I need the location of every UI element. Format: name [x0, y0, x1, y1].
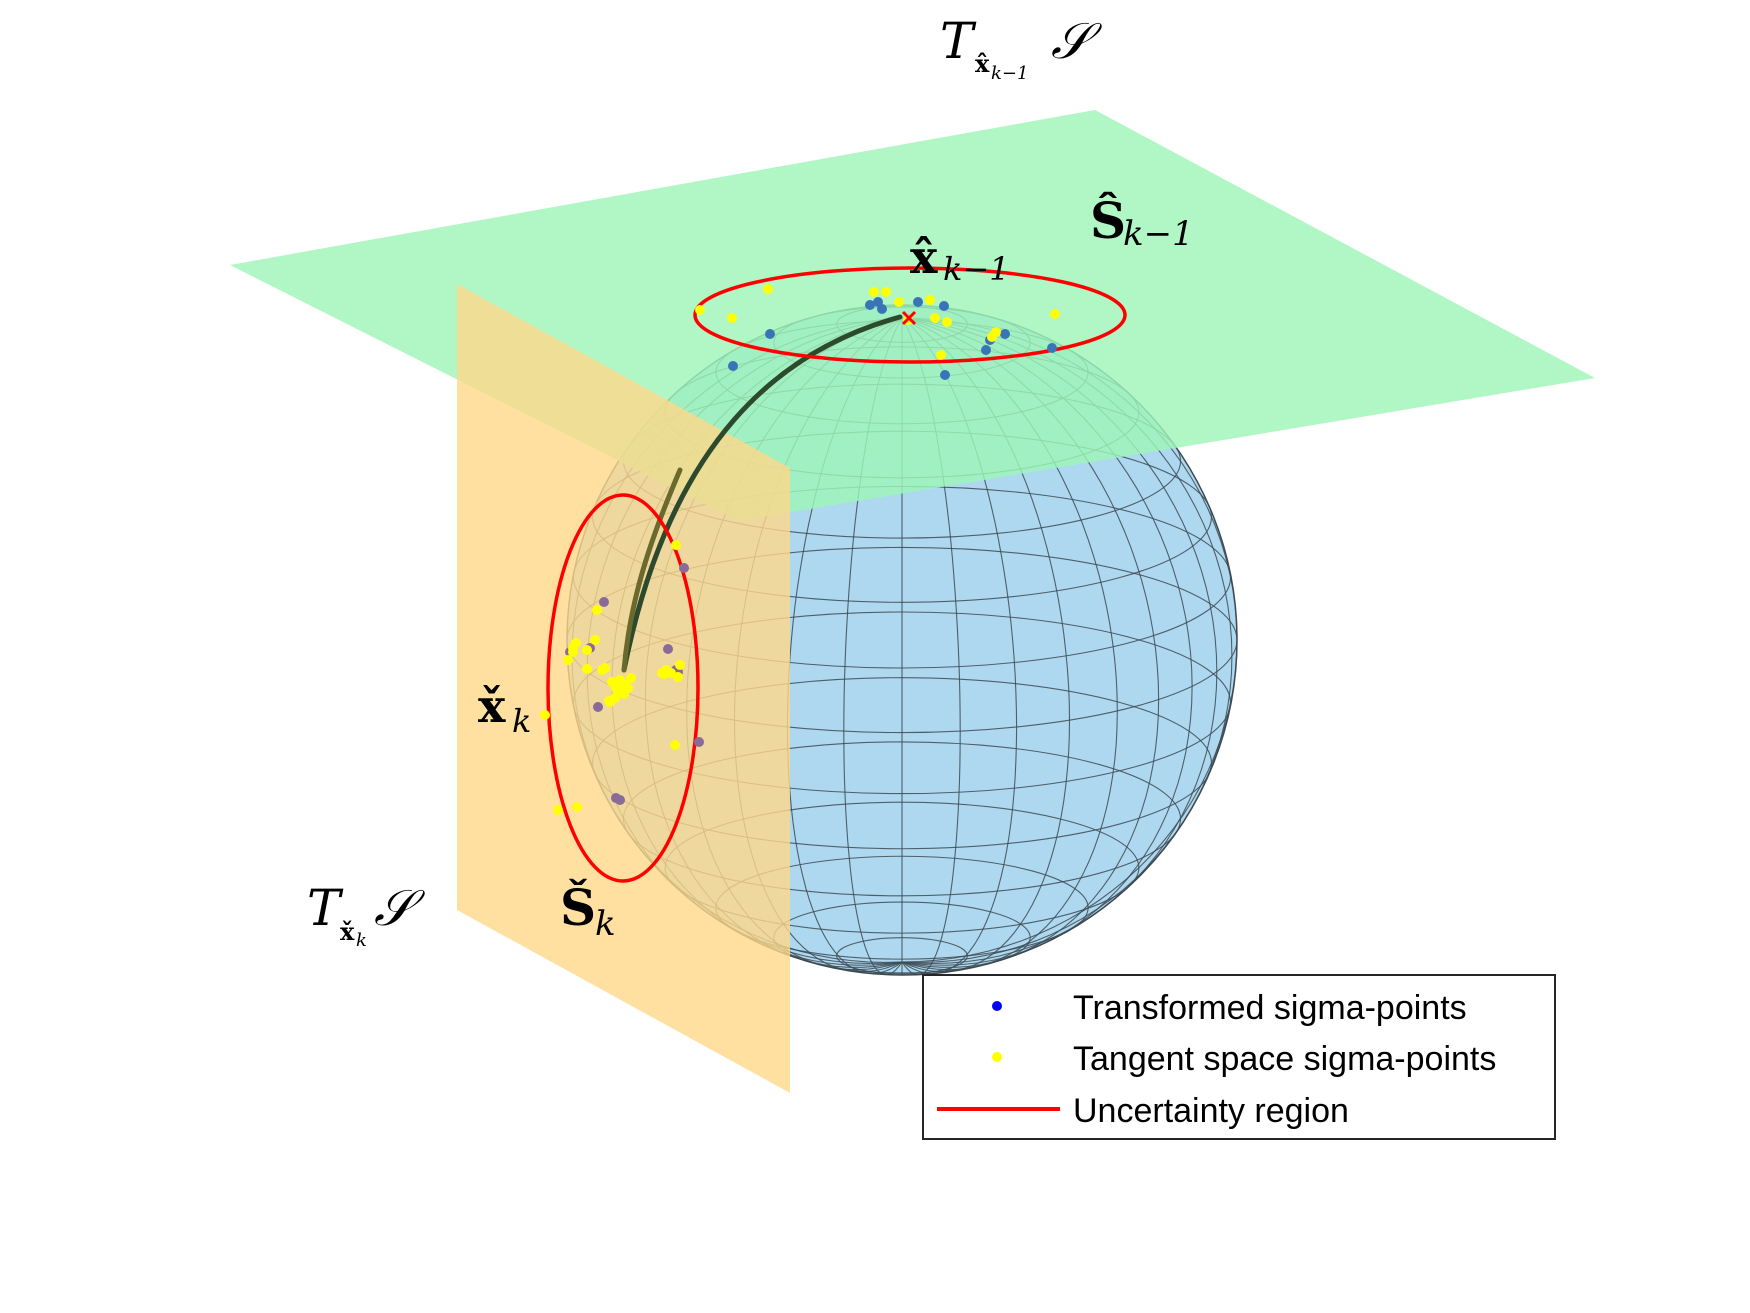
yellow-sigma-point — [553, 805, 563, 815]
blue-sigma-point — [765, 329, 775, 339]
yellow-sigma-point — [942, 317, 952, 327]
legend-item-tangent: Tangent space sigma-points — [992, 1040, 1496, 1078]
legend-label-transformed: Transformed sigma-points — [1073, 989, 1467, 1027]
purple-sigma-point — [615, 795, 625, 805]
purple-sigma-point — [593, 702, 603, 712]
legend-item-transformed: Transformed sigma-points — [992, 989, 1467, 1027]
label-top-tangent-space: T x̂ k−1 𝒮 — [940, 12, 1103, 84]
blue-sigma-point — [913, 297, 923, 307]
legend-box — [922, 974, 1556, 1140]
yellow-sigma-point — [563, 655, 573, 665]
label-side-point-sub: k — [512, 702, 531, 740]
label-side-region-sub: k — [595, 904, 616, 944]
label-side-region: Š k — [560, 878, 616, 944]
yellow-sigma-point — [987, 332, 997, 342]
blue-sigma-point — [865, 300, 875, 310]
yellow-sigma-point — [572, 802, 582, 812]
yellow-sigma-point — [763, 284, 773, 294]
blue-sigma-point — [981, 345, 991, 355]
purple-sigma-point — [599, 597, 609, 607]
tangent-space-sigma-points — [540, 284, 1060, 815]
yellow-sigma-point — [925, 295, 935, 305]
label-top-point-main: x̂ — [910, 230, 938, 284]
yellow-sigma-point — [869, 287, 879, 297]
yellow-sigma-point — [881, 287, 891, 297]
label-top-tangent-space-main: T — [940, 12, 977, 70]
geodesic-curve-lower — [621, 467, 683, 673]
label-side-tangent-space-tail: 𝒮 — [374, 879, 426, 937]
yellow-sigma-point — [582, 645, 592, 655]
yellow-sigma-point — [600, 663, 610, 673]
yellow-sigma-point — [614, 685, 624, 695]
yellow-sigma-point — [670, 740, 680, 750]
yellow-sigma-point — [621, 680, 631, 690]
blue-sigma-point — [1000, 329, 1010, 339]
yellow-sigma-point — [695, 305, 705, 315]
yellow-sigma-point — [894, 297, 904, 307]
yellow-sigma-point — [626, 673, 636, 683]
legend-label-tangent: Tangent space sigma-points — [1073, 1040, 1496, 1078]
transformed-sigma-points-top — [728, 297, 1057, 380]
yellow-sigma-point — [930, 313, 940, 323]
label-top-region-sub: k−1 — [1123, 214, 1194, 254]
label-top-tangent-space-subsub: k−1 — [991, 63, 1028, 84]
yellow-sigma-point — [604, 696, 614, 706]
label-top-region-main: Ŝ — [1090, 191, 1126, 250]
label-side-tangent-space: T x̌ k 𝒮 — [307, 879, 426, 951]
blue-sigma-point — [940, 370, 950, 380]
yellow-sigma-point — [666, 668, 676, 678]
blue-sigma-point — [1047, 343, 1057, 353]
label-side-region-main: Š — [560, 878, 596, 937]
blue-sigma-point — [877, 304, 887, 314]
uncertainty-ellipse-side — [546, 493, 700, 883]
label-side-point-main: x̌ — [478, 679, 506, 733]
yellow-sigma-point — [727, 313, 737, 323]
label-top-point-sub: k−1 — [943, 250, 1010, 288]
yellow-sigma-point — [1050, 309, 1060, 319]
yellow-sigma-point — [582, 664, 592, 674]
uncertainty-ellipse-top — [693, 266, 1127, 364]
yellow-sigma-point — [568, 643, 578, 653]
yellow-sigma-point — [540, 710, 550, 720]
legend-blue-marker — [992, 1001, 1002, 1011]
top-point-marker — [901, 310, 917, 326]
label-top-tangent-space-tail: 𝒮 — [1051, 12, 1103, 70]
yellow-sigma-point — [936, 350, 946, 360]
yellow-sigma-point — [592, 605, 602, 615]
legend: Transformed sigma-points Tangent space s… — [922, 974, 1556, 1140]
geodesic-curve — [621, 314, 903, 673]
legend-yellow-marker — [992, 1052, 1002, 1062]
legend-label-uncertainty: Uncertainty region — [1073, 1092, 1349, 1130]
legend-item-uncertainty: Uncertainty region — [937, 1092, 1349, 1130]
yellow-sigma-point — [671, 540, 681, 550]
label-top-tangent-space-sub: x̂ — [975, 49, 990, 78]
label-side-tangent-space-subsub: k — [356, 930, 367, 951]
label-side-tangent-space-main: T — [307, 879, 344, 937]
yellow-sigma-point — [590, 635, 600, 645]
label-side-point: x̌ k — [478, 679, 531, 740]
blue-sigma-point — [939, 301, 949, 311]
yellow-sigma-point — [675, 660, 685, 670]
label-top-point: x̂ k−1 — [910, 230, 1010, 288]
label-top-region: Ŝ k−1 — [1090, 191, 1194, 254]
blue-sigma-point — [728, 361, 738, 371]
label-side-tangent-space-sub: x̌ — [340, 917, 355, 946]
purple-sigma-point — [663, 644, 673, 654]
purple-sigma-point — [679, 563, 689, 573]
purple-sigma-point — [694, 737, 704, 747]
